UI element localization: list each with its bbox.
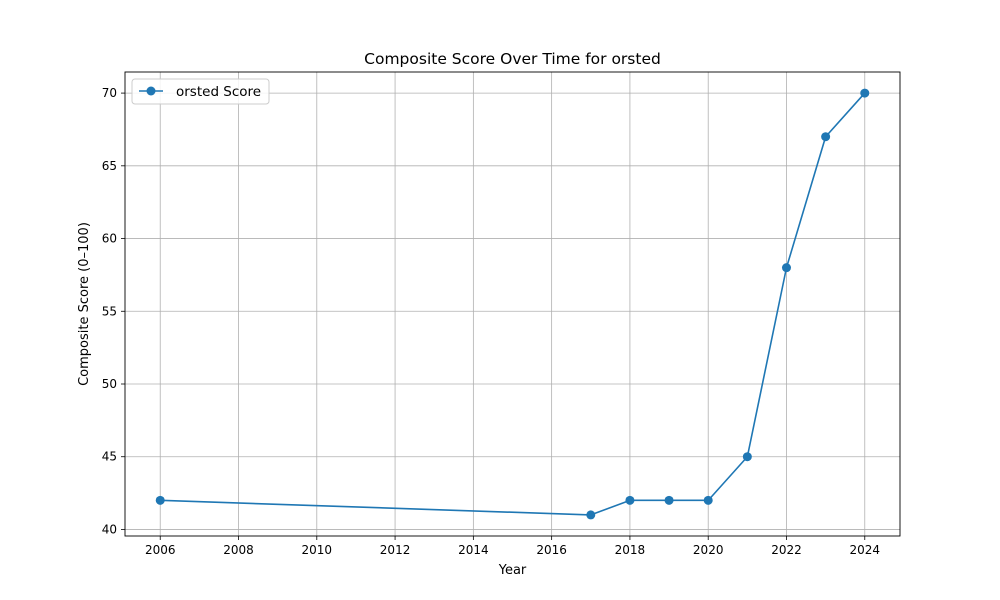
legend: orsted Score bbox=[131, 78, 270, 105]
y-axis-label: Composite Score (0–100) bbox=[77, 222, 92, 386]
legend-box bbox=[131, 78, 270, 105]
chart-title: Composite Score Over Time for orsted bbox=[364, 50, 661, 68]
x-tick-label: 2008 bbox=[223, 543, 254, 557]
data-point bbox=[703, 495, 713, 505]
grid bbox=[125, 72, 900, 536]
data-point bbox=[625, 495, 635, 505]
y-tick-label: 65 bbox=[102, 159, 117, 173]
y-tick-label: 55 bbox=[102, 304, 117, 318]
x-tick-label: 2020 bbox=[693, 543, 724, 557]
x-axis: 2006 2008 2010 2012 2014 2016 2018 2020 2022 2024 bbox=[145, 536, 880, 557]
legend-marker-swatch bbox=[146, 86, 156, 96]
x-tick-label: 2018 bbox=[615, 543, 646, 557]
data-point bbox=[586, 510, 596, 520]
y-tick-label: 45 bbox=[102, 450, 117, 464]
x-tick-label: 2016 bbox=[536, 543, 567, 557]
x-tick-label: 2024 bbox=[849, 543, 880, 557]
data-point bbox=[664, 495, 674, 505]
data-point bbox=[155, 495, 165, 505]
data-point bbox=[821, 132, 831, 142]
x-tick-label: 2014 bbox=[458, 543, 489, 557]
x-tick-label: 2006 bbox=[145, 543, 176, 557]
y-tick-label: 50 bbox=[102, 377, 117, 391]
y-tick-label: 70 bbox=[102, 86, 117, 100]
series-layer bbox=[155, 88, 870, 520]
legend-label: orsted Score bbox=[176, 84, 261, 100]
data-point bbox=[860, 88, 870, 98]
y-tick-label: 40 bbox=[102, 522, 117, 536]
y-tick-label: 60 bbox=[102, 232, 117, 246]
plot-frame bbox=[124, 71, 901, 537]
data-point bbox=[781, 263, 791, 273]
x-tick-label: 2012 bbox=[380, 543, 411, 557]
x-axis-label: Year bbox=[498, 563, 527, 578]
y-axis: 40 45 50 55 60 65 70 bbox=[102, 86, 125, 536]
x-tick-label: 2010 bbox=[302, 543, 333, 557]
x-tick-label: 2022 bbox=[771, 543, 802, 557]
data-point bbox=[742, 452, 752, 462]
